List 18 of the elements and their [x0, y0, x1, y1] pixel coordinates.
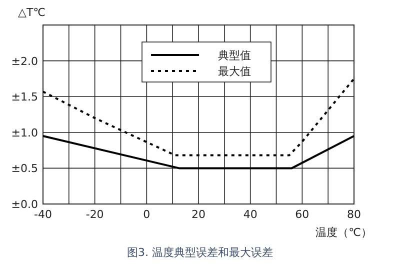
x-tick-label: 40: [243, 208, 258, 221]
x-tick-label: 0: [143, 208, 150, 221]
y-tick-label: ±1.5: [11, 90, 38, 104]
x-tick-label: -40: [34, 208, 52, 221]
x-tick-label: 60: [295, 208, 310, 221]
y-tick-label: ±0.0: [11, 198, 38, 211]
legend-label: 典型值: [218, 49, 251, 62]
x-tick-label: 20: [192, 208, 206, 221]
x-tick-label: 80: [347, 208, 361, 221]
y-axis-title: △T℃: [18, 6, 46, 19]
legend-label: 最大值: [218, 65, 251, 78]
y-tick-label: ±0.5: [11, 162, 38, 176]
y-tick-label: ±2.0: [11, 54, 38, 68]
x-axis-title: 温度（℃）: [316, 226, 372, 239]
line-series: [42, 78, 355, 156]
caption: 图3. 温度典型误差和最大误差: [127, 246, 273, 259]
y-tick-label: ±1.0: [11, 126, 38, 140]
x-tick-label: -20: [86, 208, 104, 221]
